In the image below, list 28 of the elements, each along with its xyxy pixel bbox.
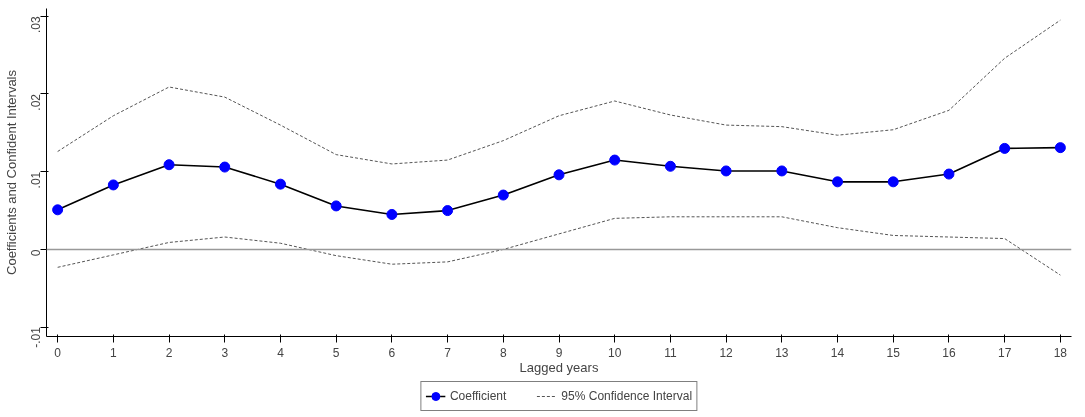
y-tick-label: .03 — [29, 15, 43, 33]
x-tick-label: 18 — [1053, 345, 1068, 360]
x-tick-label: 2 — [165, 345, 173, 360]
x-tick-label: 7 — [444, 345, 452, 360]
x-tick-label: 5 — [332, 345, 340, 360]
y-tick-label: .02 — [29, 93, 43, 111]
y-axis-title: Coefficients and Confident Intervals — [3, 69, 19, 275]
x-tick-label: 14 — [830, 345, 845, 360]
x-tick-label: 6 — [388, 345, 396, 360]
x-tick-label: 16 — [942, 345, 956, 360]
x-tick-label: 17 — [997, 345, 1012, 360]
x-tick-label: 11 — [664, 345, 677, 360]
x-tick-label: 13 — [775, 345, 789, 360]
y-tick-label: -.01 — [29, 326, 43, 348]
x-axis-title: Lagged years — [519, 359, 599, 375]
y-tick-label: .01 — [29, 171, 43, 189]
x-tick-label: 8 — [499, 345, 507, 360]
y-tick-label: 0 — [29, 249, 43, 257]
legend-label: 95% Confidence Interval — [561, 389, 693, 403]
x-tick-label: 9 — [555, 345, 563, 360]
x-tick-label: 12 — [719, 345, 734, 360]
x-tick-label: 10 — [608, 345, 622, 360]
x-tick-label: 4 — [277, 345, 285, 360]
x-tick-label: 15 — [886, 345, 901, 360]
x-tick-label: 3 — [221, 345, 229, 360]
x-tick-label: 1 — [110, 345, 118, 360]
x-tick-label: 0 — [54, 345, 62, 360]
legend-label: Coefficient — [449, 389, 507, 403]
